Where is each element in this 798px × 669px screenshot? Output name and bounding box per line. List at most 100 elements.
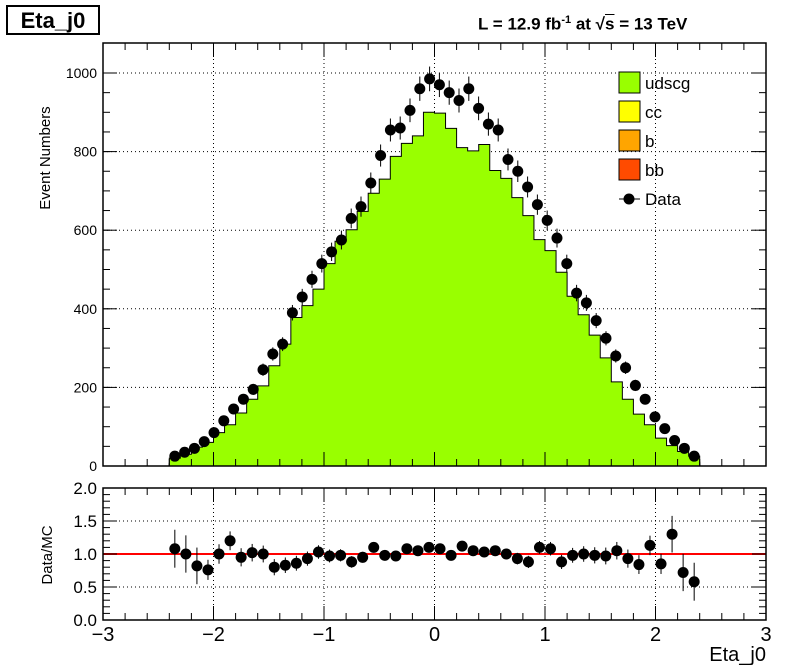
ratio-point <box>423 541 435 553</box>
data-point <box>218 415 230 427</box>
ratio-point <box>655 558 667 570</box>
ratio-point <box>467 545 479 557</box>
top-ytick-label: 800 <box>74 144 98 160</box>
data-point <box>482 118 494 130</box>
ratio-point <box>169 543 181 555</box>
ratio-point <box>567 549 579 561</box>
ratio-point <box>257 548 269 560</box>
data-point <box>571 287 583 299</box>
title-box-text: Eta_j0 <box>20 8 86 33</box>
ratio-point <box>412 545 424 557</box>
ratio-point <box>268 561 280 573</box>
ratio-ytick-label: 0.5 <box>73 578 97 597</box>
data-point <box>541 214 553 226</box>
ratio-point <box>279 559 291 571</box>
data-point <box>453 95 465 107</box>
data-point <box>267 348 279 360</box>
ratio-xlabel: Eta_j0 <box>709 644 766 666</box>
ratio-point <box>180 548 192 560</box>
sqrt-symbol: √ <box>595 14 605 34</box>
ratio-point <box>235 551 247 563</box>
data-point <box>531 199 543 211</box>
ratio-point <box>357 551 369 563</box>
top-ytick-label: 200 <box>74 379 98 395</box>
data-point <box>355 201 367 213</box>
ratio-point <box>224 535 236 547</box>
title-box: Eta_j0 <box>6 5 100 35</box>
ratio-point <box>346 556 358 568</box>
ratio-xtick-label: 2 <box>650 624 661 646</box>
ratio-point <box>589 549 601 561</box>
data-point <box>394 122 406 134</box>
ratio-point <box>202 564 214 576</box>
ratio-ytick-label: 0.0 <box>73 611 97 630</box>
ratio-point <box>622 553 634 565</box>
ratio-point <box>666 528 678 540</box>
ratio-point <box>600 550 612 562</box>
ratio-ytick-label: 1.5 <box>73 512 97 531</box>
data-point <box>198 436 210 448</box>
data-point <box>659 423 671 435</box>
ratio-point <box>191 560 203 572</box>
lumi-at: at <box>571 14 596 34</box>
data-point <box>502 153 514 165</box>
ratio-point <box>390 550 402 562</box>
sqrt-s: s <box>605 14 615 34</box>
top-axes: 0 200 400 600 800 1000 <box>66 43 767 474</box>
data-point <box>188 442 200 454</box>
data-point <box>286 307 298 319</box>
top-ytick-label: 0 <box>89 458 97 474</box>
data-point <box>590 315 602 327</box>
data-point <box>345 212 357 224</box>
legend-swatch-b <box>618 129 641 152</box>
data-point <box>326 246 338 258</box>
data-point <box>492 124 504 136</box>
legend-swatch-cc <box>618 100 641 123</box>
data-point <box>414 83 426 95</box>
data-point <box>629 379 641 391</box>
ratio-point <box>522 556 534 568</box>
ratio-point <box>611 545 623 557</box>
ratio-point <box>290 557 302 569</box>
data-point <box>649 411 661 423</box>
ratio-point <box>456 540 468 552</box>
data-point <box>551 232 563 244</box>
lumi-exponent: -1 <box>561 14 572 26</box>
ratio-point <box>379 549 391 561</box>
data-point <box>404 104 416 116</box>
legend-label-udscg: udscg <box>645 74 690 93</box>
ratio-ytick-label: 1.0 <box>73 545 97 564</box>
data-point <box>600 332 612 344</box>
top-ytick-label: 600 <box>74 222 98 238</box>
ratio-point <box>445 549 457 561</box>
top-ytick-label: 1000 <box>66 65 97 81</box>
legend-swatch-udscg <box>618 71 641 94</box>
ratio-point <box>578 548 590 560</box>
data-point <box>678 442 690 454</box>
ratio-point <box>500 548 512 560</box>
legend-data-marker <box>623 193 635 205</box>
ratio-point <box>633 559 645 571</box>
ratio-axes: −3 −2 −1 0 1 2 3 0.0 0.5 1.0 1.5 2.0 <box>73 479 771 646</box>
data-point <box>610 350 622 362</box>
data-point <box>620 362 632 374</box>
legend-label-cc: cc <box>645 103 663 122</box>
data-point <box>669 434 681 446</box>
ratio-point <box>533 541 545 553</box>
ratio-point <box>312 546 324 558</box>
ratio-point <box>434 543 446 555</box>
data-point <box>463 83 475 95</box>
ratio-point <box>511 553 523 565</box>
ratio-xtick-label: 0 <box>429 624 440 646</box>
ratio-ylabel: Data/MC <box>39 525 56 584</box>
ratio-ytick-label: 2.0 <box>73 479 97 498</box>
lumi-label: L = 12.9 fb-1 at √s = 13 TeV <box>478 14 687 35</box>
data-point <box>247 383 259 395</box>
ratio-point <box>644 539 656 551</box>
data-point <box>169 450 181 462</box>
ratio-xtick-label: −2 <box>202 624 225 646</box>
ratio-point <box>246 547 258 559</box>
data-point <box>335 234 347 246</box>
